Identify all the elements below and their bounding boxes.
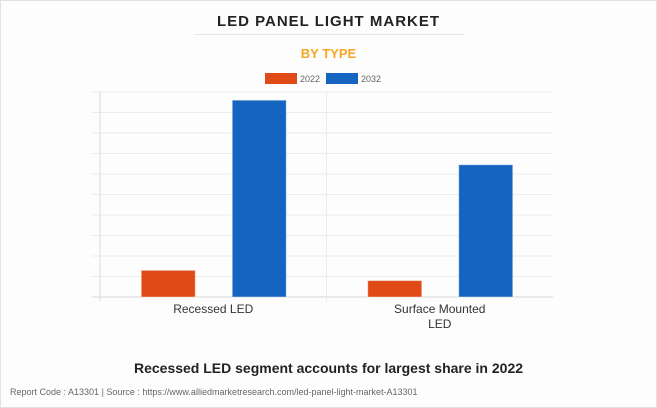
bar-2032 xyxy=(231,99,287,298)
legend-label: 2022 xyxy=(300,73,321,84)
chart-subtitle: BY TYPE xyxy=(300,46,357,61)
legend-item-2022[interactable]: 2022 xyxy=(265,73,320,84)
x-tick-label: Surface Mounted xyxy=(394,302,485,316)
legend-swatch-2032 xyxy=(326,73,359,84)
legend-swatch-2022 xyxy=(265,73,297,84)
chart-title: LED PANEL LIGHT MARKET xyxy=(216,13,441,30)
title-divider xyxy=(194,34,464,35)
legend: 2022 2032 xyxy=(265,73,387,84)
x-tick-label: Recessed LED xyxy=(173,302,253,316)
bar-2022 xyxy=(140,269,196,298)
x-tick-label: LED xyxy=(428,317,452,331)
chart-caption: Recessed LED segment accounts for larges… xyxy=(133,360,524,376)
bar-2032 xyxy=(458,164,514,298)
source-footer: Report Code : A13301 | Source : https://… xyxy=(10,387,418,397)
legend-label: 2032 xyxy=(361,73,382,84)
bar-2022 xyxy=(367,280,423,298)
legend-item-2032[interactable]: 2032 xyxy=(326,73,381,84)
